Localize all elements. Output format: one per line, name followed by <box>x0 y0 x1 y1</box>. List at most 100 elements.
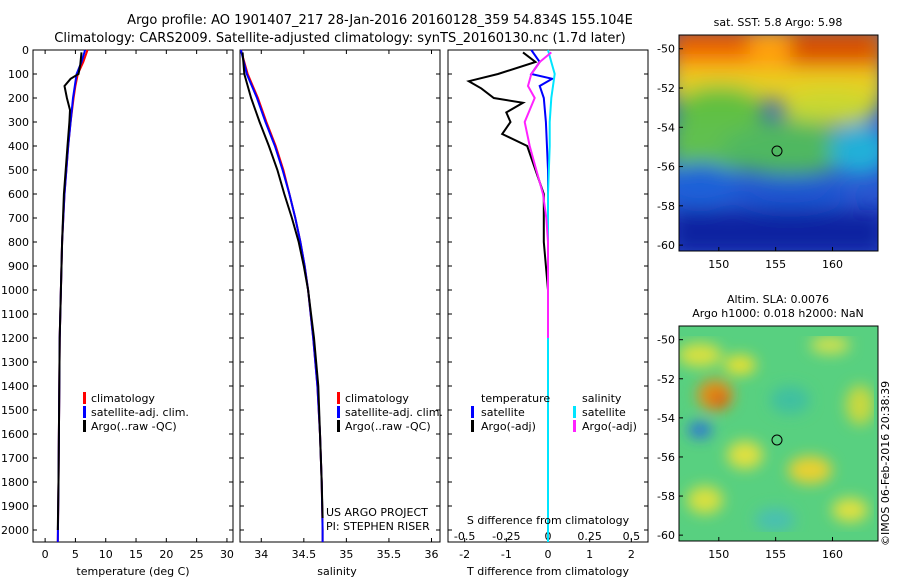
y-tick-label: 800 <box>8 236 29 249</box>
figure-title: Argo profile: AO 1901407_217 28-Jan-2016… <box>127 13 633 28</box>
legend-label-t-satellite: satellite <box>481 406 525 419</box>
map-y-tick-label: -58 <box>657 200 675 213</box>
legend-title-salinity: salinity <box>582 392 622 405</box>
legend-label-s-argo: Argo(-adj) <box>582 420 637 433</box>
difference-legend: temperature salinity satellite Argo(-adj… <box>471 392 637 433</box>
map-x-tick-label: 160 <box>822 258 843 271</box>
sla-map: Altim. SLA: 0.0076 Argo h1000: 0.018 h20… <box>657 293 892 561</box>
y-tick-label: 1400 <box>1 380 29 393</box>
sst-map-title: sat. SST: 5.8 Argo: 5.98 <box>714 16 843 29</box>
y-tick-label: 1900 <box>1 500 29 513</box>
y-tick-label: 1800 <box>1 476 29 489</box>
legend-label-argo: Argo(..raw -QC) <box>345 420 431 433</box>
legend-label-satellite: satellite-adj. clim. <box>91 406 189 419</box>
pi-label: PI: STEPHEN RISER <box>326 520 430 533</box>
y-tick-label: 1100 <box>1 308 29 321</box>
legend-swatch-satellite <box>337 406 340 418</box>
x-tick-label: 2 <box>628 548 635 561</box>
legend-swatch-t-argo <box>471 420 474 432</box>
salinity-xlabel: salinity <box>317 565 357 578</box>
series-line <box>547 49 556 542</box>
temperature-legend: climatology satellite-adj. clim. Argo(..… <box>83 392 189 433</box>
map-y-tick-label: -56 <box>657 451 675 464</box>
x-tick-label: 25 <box>190 548 204 561</box>
series-line <box>241 52 324 519</box>
map-y-tick-label: -52 <box>657 82 675 95</box>
x-tick-label: 0 <box>545 548 552 561</box>
y-tick-label: 1500 <box>1 404 29 417</box>
map-x-tick-label: 150 <box>708 258 729 271</box>
legend-swatch-satellite <box>83 406 86 418</box>
top-tick-label: 0.5 <box>623 530 641 543</box>
sla-map-subtitle: Argo h1000: 0.018 h2000: NaN <box>692 307 864 320</box>
series-line <box>56 52 83 531</box>
sst-field <box>679 35 878 251</box>
map-x-tick-label: 160 <box>822 548 843 561</box>
map-y-tick-label: -50 <box>657 334 675 347</box>
x-tick-label: -1 <box>501 548 512 561</box>
sla-float-marker <box>771 434 783 446</box>
y-tick-label: 1600 <box>1 428 29 441</box>
sst-map-frame <box>678 34 879 252</box>
y-tick-label: 2000 <box>1 524 29 537</box>
top-tick-label: -0.25 <box>492 530 520 543</box>
temperature-axes <box>32 49 234 543</box>
map-y-tick-label: -56 <box>657 161 675 174</box>
y-tick-label: 1200 <box>1 332 29 345</box>
credit-text: ©IMOS 06-Feb-2016 20:38:39 <box>879 381 892 546</box>
legend-swatch-climatology <box>83 392 86 404</box>
x-tick-label: 30 <box>220 548 234 561</box>
legend-label-climatology: climatology <box>345 392 409 405</box>
y-tick-label: 500 <box>8 164 29 177</box>
x-tick-label: 34.5 <box>292 548 317 561</box>
x-tick-label: 10 <box>99 548 113 561</box>
s-difference-label: S difference from climatology <box>467 514 630 527</box>
legend-swatch-t-satellite <box>471 406 474 418</box>
y-tick-label: 100 <box>8 68 29 81</box>
legend-label-satellite: satellite-adj. clim. <box>345 406 443 419</box>
y-tick-label: 1300 <box>1 356 29 369</box>
y-tick-label: 1700 <box>1 452 29 465</box>
map-y-tick-label: -54 <box>657 412 675 425</box>
sst-map: sat. SST: 5.8 Argo: 5.98 150 155 160 -50 -52… <box>657 16 879 271</box>
temperature-panel: 0 5 10 15 20 25 300100200300400500600700800900… <box>1 44 234 578</box>
x-tick-label: 15 <box>129 548 143 561</box>
series-line <box>523 51 552 338</box>
y-tick-label: 200 <box>8 92 29 105</box>
map-y-tick-label: -50 <box>657 43 675 56</box>
x-tick-label: -2 <box>459 548 470 561</box>
figure-subtitle: Climatology: CARS2009. Satellite-adjuste… <box>54 31 626 46</box>
x-tick-label: 1 <box>586 548 593 561</box>
legend-label-t-argo: Argo(-adj) <box>481 420 536 433</box>
t-difference-label: T difference from climatology <box>466 565 629 578</box>
legend-title-temperature: temperature <box>481 392 550 405</box>
x-tick-label: 35.5 <box>377 548 402 561</box>
x-tick-label: 36 <box>424 548 438 561</box>
map-x-tick-label: 155 <box>765 548 786 561</box>
temperature-xlabel: temperature (deg C) <box>76 565 189 578</box>
salinity-axes <box>239 49 441 543</box>
salinity-panel: 34 34.5 35 35.5 36 climatology satellite-adj… <box>239 49 443 578</box>
map-y-tick-label: -58 <box>657 490 675 503</box>
y-tick-label: 600 <box>8 188 29 201</box>
difference-panel: -2 -1 0 1 2-0.5 -0.25 0 0.25 0.5 temperature sal… <box>447 49 649 578</box>
legend-swatch-s-argo <box>573 420 576 432</box>
y-tick-label: 1000 <box>1 284 29 297</box>
y-tick-label: 900 <box>8 260 29 273</box>
x-tick-label: 0 <box>42 548 49 561</box>
x-tick-label: 20 <box>159 548 173 561</box>
x-tick-label: 35 <box>339 548 353 561</box>
legend-swatch-argo <box>337 420 340 432</box>
map-y-tick-label: -60 <box>657 529 675 542</box>
legend-label-argo: Argo(..raw -QC) <box>91 420 177 433</box>
sst-float-marker <box>771 145 783 157</box>
sla-field <box>679 326 878 541</box>
top-tick-label: -0.5 <box>454 530 475 543</box>
top-tick-label: 0.25 <box>577 530 602 543</box>
y-tick-label: 400 <box>8 140 29 153</box>
sla-map-frame <box>678 325 879 542</box>
project-label: US ARGO PROJECT <box>326 506 428 519</box>
map-y-tick-label: -60 <box>657 239 675 252</box>
sla-map-title: Altim. SLA: 0.0076 <box>727 293 829 306</box>
